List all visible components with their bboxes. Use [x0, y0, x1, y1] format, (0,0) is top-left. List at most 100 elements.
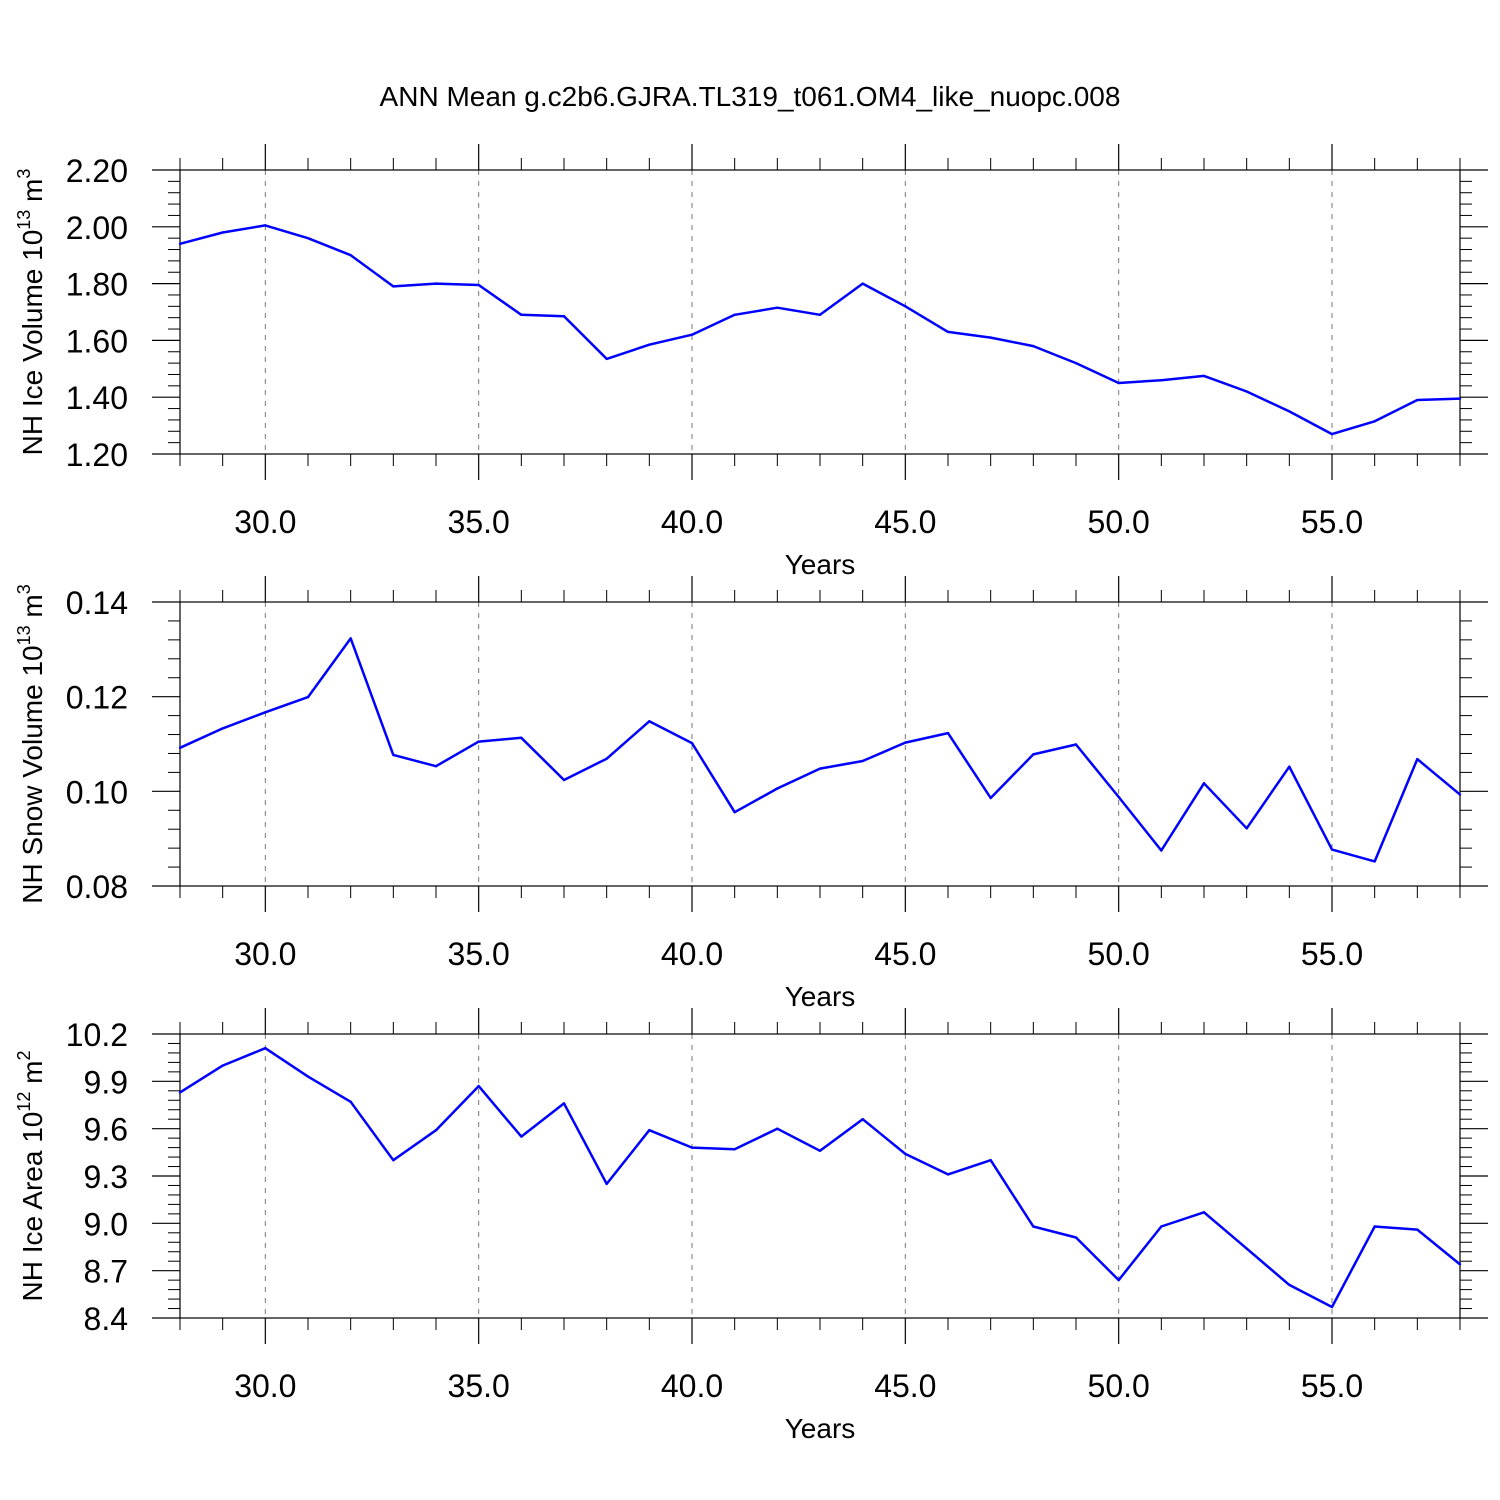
data-point [1416, 1228, 1419, 1231]
data-point [1160, 1225, 1163, 1228]
data-point [776, 1127, 779, 1130]
x-tick-label: 55.0 [1301, 936, 1363, 972]
data-point [562, 315, 566, 318]
data-point [477, 1084, 480, 1088]
y-tick-label: 1.20 [66, 437, 128, 473]
data-point [776, 787, 779, 790]
data-point [946, 731, 950, 735]
x-tick-label: 55.0 [1301, 504, 1363, 540]
y-tick-label: 8.4 [84, 1301, 128, 1337]
data-point [264, 1047, 267, 1050]
y-tick-label: 0.12 [66, 680, 128, 716]
data-point [434, 282, 438, 285]
y-tick-label: 9.6 [84, 1112, 128, 1148]
data-point [520, 736, 523, 740]
data-point [861, 282, 864, 285]
data-point [178, 746, 182, 749]
data-point [1416, 398, 1419, 402]
x-tick-label: 40.0 [661, 936, 723, 972]
data-point [1245, 827, 1248, 830]
data-point [733, 1147, 736, 1151]
data-point [1032, 1225, 1035, 1228]
x-axis-label: Years [785, 1413, 856, 1444]
x-tick-label: 45.0 [874, 504, 936, 540]
data-point [520, 1135, 523, 1138]
data-point [861, 759, 864, 763]
y-tick-label: 1.60 [66, 323, 128, 359]
data-point [1202, 1211, 1206, 1214]
data-point [1330, 432, 1334, 436]
data-point [520, 313, 523, 317]
data-point [1373, 860, 1376, 863]
data-point [178, 1091, 182, 1094]
series-line [179, 224, 1461, 436]
x-tick-label: 30.0 [234, 504, 296, 540]
x-tick-label: 40.0 [661, 504, 723, 540]
data-point [306, 1075, 310, 1078]
data-point [690, 333, 694, 336]
data-point [392, 285, 395, 288]
data-point [946, 330, 950, 334]
data-point [264, 711, 267, 714]
y-tick-label: 0.08 [66, 869, 128, 905]
y-tick-label: 0.14 [66, 585, 128, 621]
x-tick-label: 50.0 [1088, 1368, 1150, 1404]
data-point [989, 336, 992, 339]
x-tick-label: 35.0 [448, 504, 510, 540]
y-tick-label: 1.80 [66, 267, 128, 303]
data-point [392, 753, 395, 757]
plot-frame [179, 1033, 1461, 1319]
data-point [392, 1159, 395, 1162]
x-axis-label: Years [785, 549, 856, 580]
data-point [648, 720, 651, 723]
data-point [989, 1159, 992, 1162]
data-point [1373, 1225, 1376, 1228]
series-line [179, 637, 1461, 863]
data-point [1416, 757, 1419, 761]
x-tick-label: 40.0 [661, 1368, 723, 1404]
series-line [179, 1046, 1461, 1309]
chart-panel-3: 30.0 35.0 40.0 45.0 50.0 55.0 8.4 8.7 9.0 9.3 9.6 9… [14, 1008, 1488, 1444]
data-point [1074, 1236, 1078, 1239]
data-point [306, 236, 310, 240]
data-point [733, 810, 736, 814]
data-point [1245, 1247, 1248, 1250]
data-point [1330, 848, 1334, 851]
plot-frame [179, 169, 1461, 455]
data-point [946, 1173, 950, 1176]
y-tick-label: 2.00 [66, 210, 128, 246]
data-point [349, 637, 352, 640]
data-point [648, 1129, 651, 1132]
data-point [1373, 420, 1376, 423]
data-point [221, 727, 224, 730]
x-tick-label: 55.0 [1301, 1368, 1363, 1404]
x-tick-label: 50.0 [1088, 504, 1150, 540]
data-point [1458, 1263, 1462, 1266]
y-tick-label: 8.7 [84, 1254, 128, 1290]
y-tick-label: 9.0 [84, 1206, 128, 1242]
data-point [1202, 374, 1206, 378]
data-point [776, 306, 779, 309]
data-point [1074, 743, 1078, 746]
data-point [1245, 390, 1248, 393]
y-axis-label: NH Snow Volume 1013 m3 [14, 584, 48, 904]
data-point [1288, 1283, 1291, 1287]
x-tick-label: 30.0 [234, 1368, 296, 1404]
data-point [1032, 753, 1035, 756]
x-axis-label: Years [785, 981, 856, 1012]
data-point [434, 1129, 438, 1132]
data-point [733, 313, 736, 317]
data-point [349, 254, 352, 257]
data-point [1288, 410, 1291, 413]
data-point [221, 1064, 224, 1067]
data-point [1458, 793, 1462, 796]
data-point [690, 1146, 694, 1149]
x-tick-label: 50.0 [1088, 936, 1150, 972]
data-point [861, 1118, 864, 1121]
chart-panels: 30.0 35.0 40.0 45.0 50.0 55.0 1.20 1.40 1.60 1.80… [14, 144, 1488, 1444]
x-tick-label: 45.0 [874, 1368, 936, 1404]
data-point [904, 305, 907, 308]
data-point [1458, 397, 1462, 400]
data-point [1074, 361, 1078, 365]
data-point [818, 313, 822, 317]
